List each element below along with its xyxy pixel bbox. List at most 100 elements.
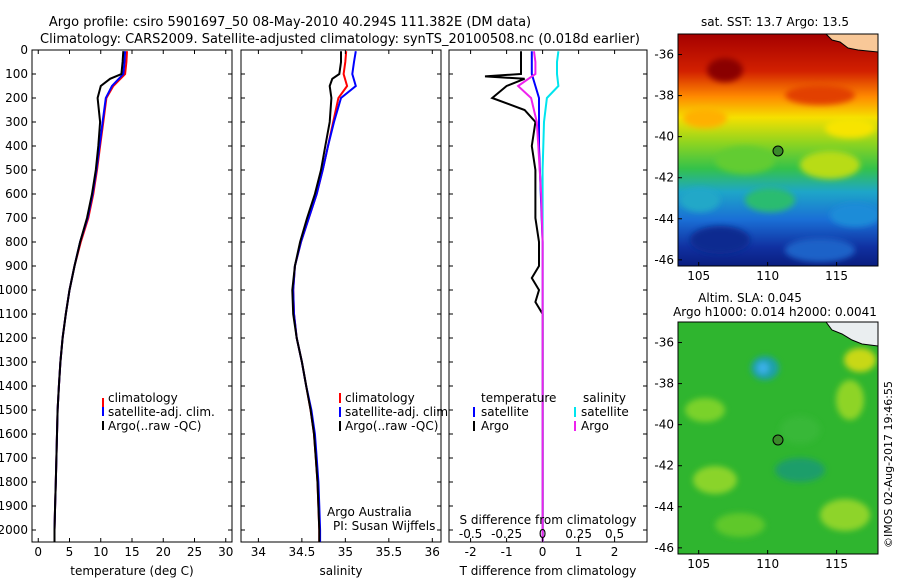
sla-map-panel: Altim. SLA: 0.045 Argo h1000: 0.014 h200… (654, 291, 879, 571)
map-y-tick-label: -44 (654, 500, 674, 514)
temperature-xlabel: temperature (deg C) (70, 564, 193, 578)
y-tick-label: 1000 (0, 283, 28, 297)
x-tick-label: 25 (187, 545, 202, 559)
x-tick-label: 30 (218, 545, 233, 559)
map-x-tick-label: 105 (687, 557, 710, 571)
y-tick-label: 100 (5, 67, 28, 81)
diff-legend-s-argo: Argo (581, 419, 609, 433)
y-tick-label: 2000 (0, 523, 28, 537)
annotation-pi: PI: Susan Wijffels (333, 519, 435, 533)
sla-ticks: 105 110 115 -36 -38 -40 -42 -44 -46 (654, 336, 848, 571)
map-y-tick-label: -38 (654, 89, 674, 103)
salinity-axes-box (240, 49, 442, 543)
temperature-lines (53, 51, 128, 542)
temperature-ticks: 0 5 10 15 20 25 300100200300400500600700800900… (0, 43, 233, 559)
footer-timestamp: ©IMOS 02-Aug-2017 19:46:55 (882, 381, 895, 548)
difference-ticks: -2 -1 0 1 2 -0.5 -0.25 0 0.25 0.5 (449, 49, 647, 559)
difference-axes-box (448, 49, 648, 543)
difference-legend: temperature satellite Argo salinity sate… (473, 391, 629, 433)
annotation-argo-australia: Argo Australia (327, 505, 412, 519)
y-tick-label: 400 (5, 139, 28, 153)
series-line-argo (291, 51, 342, 542)
y-tick-label: 1400 (0, 379, 28, 393)
x-tick-label: 20 (156, 545, 171, 559)
x-tick-label: -2 (465, 545, 477, 559)
sla-map-title1: Altim. SLA: 0.045 (698, 291, 802, 305)
y-tick-label: 600 (5, 187, 28, 201)
temperature-axes-box (31, 49, 233, 543)
temperature-panel: 0 5 10 15 20 25 300100200300400500600700800900… (0, 43, 233, 578)
map-y-tick-label: -36 (654, 336, 674, 350)
difference-lines (484, 51, 560, 542)
temperature-legend: climatology satellite-adj. clim. Argo(..… (102, 391, 215, 433)
s-diff-tick-label: 0.5 (605, 527, 624, 541)
s-diff-tick-label: -0.5 (459, 527, 482, 541)
s-diff-tick-label: 0.25 (565, 527, 592, 541)
sal-legend-satellite: satellite-adj. clim. (345, 405, 452, 419)
y-tick-label: 0 (20, 43, 28, 57)
sst-map-title: sat. SST: 13.7 Argo: 13.5 (701, 15, 849, 29)
sst-coastline (825, 34, 878, 53)
s-diff-tick-label: -0.25 (491, 527, 522, 541)
y-tick-label: 1300 (0, 355, 28, 369)
difference-top-label: S difference from climatology (460, 513, 637, 527)
x-tick-label: 35 (338, 545, 353, 559)
x-tick-label: 10 (93, 545, 108, 559)
salinity-ticks: 34 34.5 35 35.5 36 (241, 49, 441, 559)
map-x-tick-label: 110 (756, 269, 779, 283)
y-tick-label: 1500 (0, 403, 28, 417)
x-tick-label: 36 (425, 545, 440, 559)
sla-map-title2: Argo h1000: 0.014 h2000: 0.0041 (673, 305, 877, 319)
series-line-argo (53, 51, 125, 542)
salinity-lines (291, 51, 357, 542)
map-x-tick-label: 115 (825, 557, 848, 571)
s-diff-tick-label: 0 (539, 527, 547, 541)
title-line1: Argo profile: csiro 5901697_50 08-May-20… (49, 15, 531, 30)
y-tick-label: 700 (5, 211, 28, 225)
sst-map-panel: sat. SST: 13.7 Argo: 13.5 105 110 115 -36 -3… (654, 15, 879, 283)
legend-argo: Argo(..raw -QC) (108, 419, 201, 433)
legend-satellite: satellite-adj. clim. (108, 405, 215, 419)
x-tick-label: 0 (34, 545, 42, 559)
y-tick-label: 1100 (0, 307, 28, 321)
sal-legend-climatology: climatology (345, 391, 415, 405)
salinity-legend: climatology satellite-adj. clim. Argo(..… (339, 391, 452, 433)
diff-legend-t-satellite: satellite (481, 405, 529, 419)
sst-ticks: 105 110 115 -36 -38 -40 -42 -44 -46 (654, 48, 848, 283)
y-tick-label: 1200 (0, 331, 28, 345)
sla-map-image (678, 322, 878, 554)
sla-argo-marker (772, 434, 784, 446)
y-tick-label: 500 (5, 163, 28, 177)
difference-xlabel: T difference from climatology (459, 564, 637, 578)
salinity-panel: 34 34.5 35 35.5 36 salinity climatology sate… (240, 49, 452, 578)
legend-climatology: climatology (108, 391, 178, 405)
map-y-tick-label: -44 (654, 212, 674, 226)
sla-coastline (825, 322, 878, 347)
x-tick-label: -1 (501, 545, 513, 559)
diff-legend-t-argo: Argo (481, 419, 509, 433)
map-x-tick-label: 110 (756, 557, 779, 571)
map-y-tick-label: -36 (654, 48, 674, 62)
x-tick-label: 5 (66, 545, 74, 559)
map-y-tick-label: -40 (654, 130, 674, 144)
x-tick-label: 15 (124, 545, 139, 559)
sal-legend-argo: Argo(..raw -QC) (345, 419, 438, 433)
diff-legend-temperature: temperature (481, 391, 556, 405)
map-x-tick-label: 115 (825, 269, 848, 283)
sst-argo-marker (772, 145, 784, 157)
map-y-tick-label: -42 (654, 171, 674, 185)
map-x-tick-label: 105 (687, 269, 710, 283)
map-y-tick-label: -46 (654, 541, 674, 555)
title-line2: Climatology: CARS2009. Satellite-adjuste… (40, 32, 640, 47)
diff-legend-s-satellite: satellite (581, 405, 629, 419)
x-tick-label: 1 (575, 545, 583, 559)
y-tick-label: 800 (5, 235, 28, 249)
map-y-tick-label: -46 (654, 253, 674, 267)
series-line-s-argo (516, 51, 544, 542)
x-tick-label: 34 (251, 545, 266, 559)
map-y-tick-label: -42 (654, 459, 674, 473)
x-tick-label: 35.5 (375, 545, 402, 559)
y-tick-label: 200 (5, 91, 28, 105)
y-tick-label: 1800 (0, 475, 28, 489)
